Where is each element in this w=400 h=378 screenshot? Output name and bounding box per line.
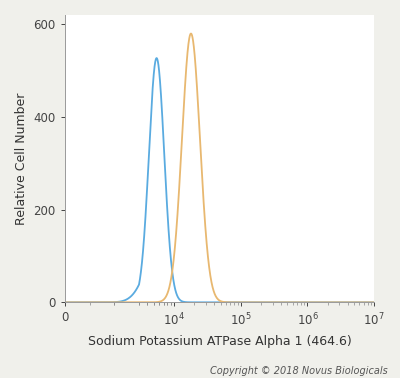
- Text: Copyright © 2018 Novus Biologicals: Copyright © 2018 Novus Biologicals: [210, 366, 388, 376]
- Y-axis label: Relative Cell Number: Relative Cell Number: [15, 93, 28, 225]
- X-axis label: Sodium Potassium ATPase Alpha 1 (464.6): Sodium Potassium ATPase Alpha 1 (464.6): [88, 335, 351, 348]
